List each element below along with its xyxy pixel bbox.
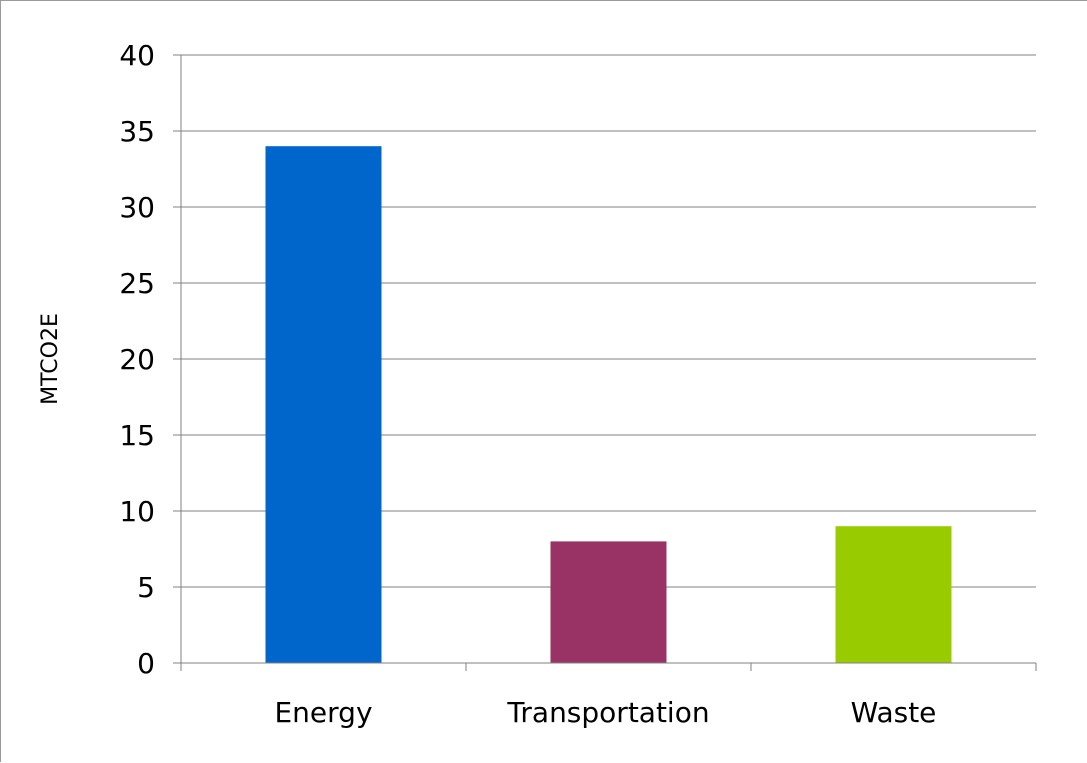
x-tick-label: Transportation (506, 696, 709, 729)
y-tick-label: 0 (137, 647, 155, 680)
y-tick-label: 20 (119, 343, 155, 376)
y-tick-label: 10 (119, 495, 155, 528)
y-tick-label: 5 (137, 571, 155, 604)
bar-waste (835, 526, 952, 663)
y-tick-labels: 0 5 10 15 20 25 30 35 40 (119, 39, 155, 680)
y-tick-label: 30 (119, 191, 155, 224)
y-axis-label: MTCO2E (38, 313, 63, 405)
x-tick-label: Energy (274, 696, 372, 729)
y-tick-label: 40 (119, 39, 155, 72)
x-tick-label: Waste (851, 696, 937, 729)
y-tick-label: 15 (119, 419, 155, 452)
x-tick-labels: Energy Transportation Waste (274, 696, 936, 729)
axes (173, 54, 1037, 671)
y-tick-label: 35 (119, 115, 155, 148)
bar-transportation (550, 541, 667, 663)
bar-energy (265, 146, 382, 663)
y-tick-label: 25 (119, 267, 155, 300)
bars (265, 146, 952, 663)
